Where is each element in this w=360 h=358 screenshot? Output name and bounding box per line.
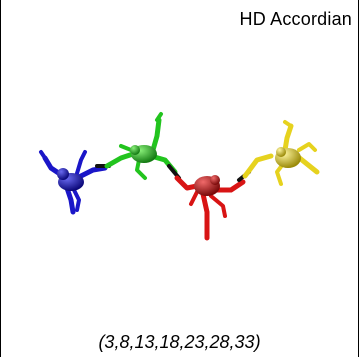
formation-title: HD Accordian — [239, 9, 352, 29]
formation-slot-caption: (3,8,13,18,23,28,33) — [98, 332, 261, 352]
yellow-jumper — [242, 120, 320, 186]
blue-jumper — [39, 150, 111, 215]
red-jumper — [174, 170, 251, 241]
green-jumper — [104, 112, 181, 180]
